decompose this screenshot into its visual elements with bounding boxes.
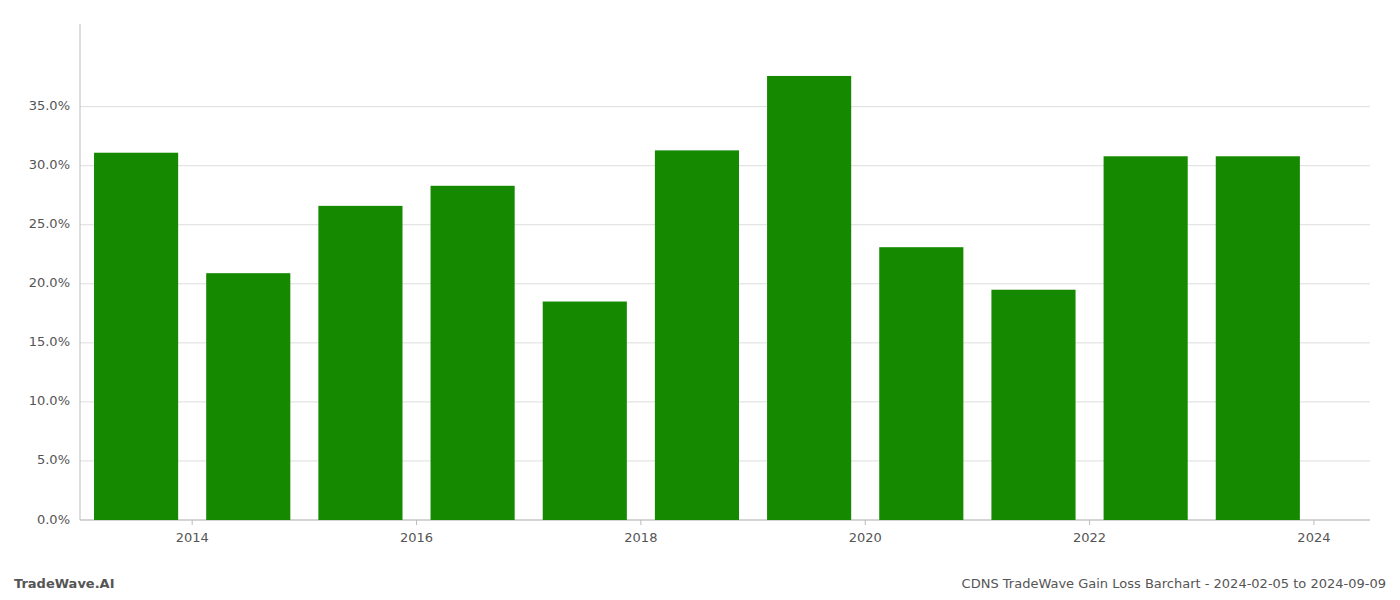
x-tick [192,520,193,525]
bar [1216,156,1300,520]
bar [991,290,1075,520]
bar [655,150,739,520]
y-grid [80,107,1370,520]
y-tick-label: 30.0% [29,157,70,172]
y-axis-line [80,24,81,520]
grid-line [80,106,1370,107]
bar [206,273,290,520]
footer-left: TradeWave.AI [14,576,115,591]
bar [1104,156,1188,520]
bar [543,302,627,520]
chart: 0.0% 5.0% 10.0% 15.0% 20.0% 25.0% 30.0% 35.0% 20… [0,0,1400,600]
bars [94,76,1300,520]
y-tick-label: 0.0% [37,512,70,527]
x-tick-label: 2020 [849,530,882,545]
y-tick-label: 20.0% [29,275,70,290]
x-tick [416,520,417,525]
x-tick-labels: 2014 2016 2018 2020 2022 2024 [176,520,1331,545]
y-tick-label: 25.0% [29,216,70,231]
bar [767,76,851,520]
bar [431,186,515,520]
footer-right: CDNS TradeWave Gain Loss Barchart - 2024… [962,576,1386,591]
y-tick-label: 15.0% [29,334,70,349]
x-tick [1313,520,1314,525]
y-tick-labels: 0.0% 5.0% 10.0% 15.0% 20.0% 25.0% 30.0% 35.0% [29,98,70,526]
x-tick [640,520,641,525]
bar [94,153,178,520]
bar [318,206,402,520]
x-tick-label: 2024 [1297,530,1330,545]
y-tick-label: 5.0% [37,452,70,467]
y-tick-label: 10.0% [29,393,70,408]
x-tick [865,520,866,525]
y-tick-label: 35.0% [29,98,70,113]
x-tick-label: 2018 [624,530,657,545]
x-tick-label: 2022 [1073,530,1106,545]
x-tick-label: 2016 [400,530,433,545]
x-tick [1089,520,1090,525]
bar [879,247,963,520]
x-tick-label: 2014 [176,530,209,545]
